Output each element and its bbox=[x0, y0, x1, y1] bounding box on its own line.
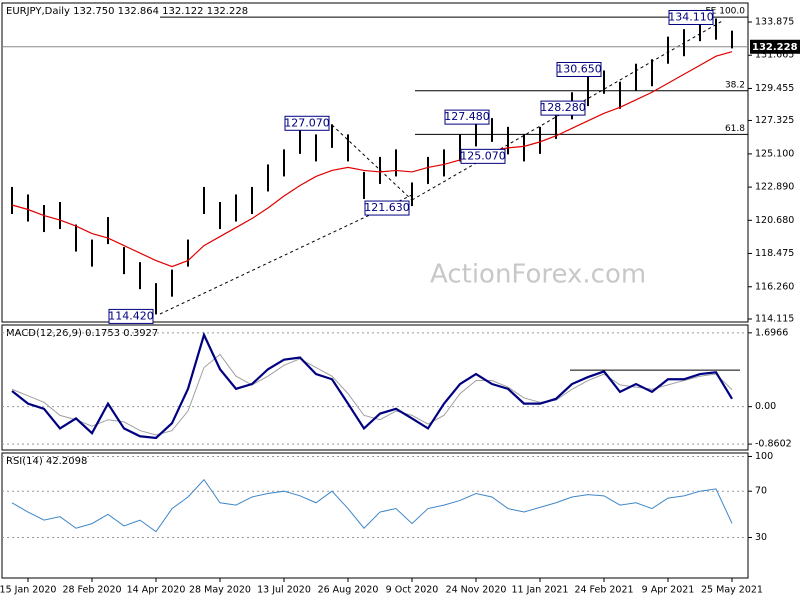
moving-average bbox=[11, 51, 733, 268]
y-tick-label: 1.6966 bbox=[755, 327, 788, 338]
annotation: 127.070 bbox=[284, 116, 330, 129]
annotation: 127.480 bbox=[444, 110, 490, 123]
y-tick-label: 125.100 bbox=[755, 148, 794, 159]
annotation: 134.110 bbox=[668, 10, 714, 23]
annotation: 128.280 bbox=[540, 101, 586, 114]
y-tick-label: 114.115 bbox=[755, 313, 794, 324]
y-tick-label: 129.455 bbox=[755, 83, 794, 94]
annotation: 121.630 bbox=[364, 201, 410, 214]
level-label: 38.2 bbox=[725, 80, 745, 90]
level-label: 61.8 bbox=[725, 124, 745, 134]
x-tick-label: 24 Nov 2020 bbox=[446, 585, 507, 596]
y-tick-label: 0.00 bbox=[755, 401, 776, 412]
x-tick-label: 24 Feb 2021 bbox=[574, 585, 633, 596]
macd-panel bbox=[1, 324, 749, 451]
x-tick-label: 28 May 2020 bbox=[189, 585, 251, 596]
x-tick-label: 15 Jan 2020 bbox=[0, 585, 56, 596]
y-tick-label: 30 bbox=[755, 532, 767, 543]
rsi-panel bbox=[1, 452, 749, 579]
last-price-label: 132.228 bbox=[752, 42, 798, 53]
signal-line bbox=[11, 353, 733, 436]
annotation: 125.070 bbox=[460, 149, 506, 162]
annotation-box bbox=[444, 109, 490, 125]
x-tick-label: 26 Aug 2020 bbox=[318, 585, 379, 596]
annotation-box bbox=[284, 115, 330, 131]
y-tick-label: -0.8602 bbox=[755, 439, 792, 450]
x-tick-label: 14 Apr 2020 bbox=[127, 585, 186, 596]
annotation: 130.650 bbox=[556, 62, 602, 75]
rsi-title: RSI(14) 42.2098 bbox=[6, 456, 87, 467]
macd-line bbox=[11, 331, 733, 440]
annotation-box bbox=[556, 61, 602, 77]
x-tick-label: 28 Feb 2020 bbox=[62, 585, 121, 596]
annotation-box bbox=[364, 200, 410, 216]
rsi-line bbox=[11, 478, 733, 533]
x-tick-label: 25 May 2021 bbox=[701, 585, 763, 596]
annotation: 114.420 bbox=[108, 309, 154, 322]
last-price-box bbox=[750, 39, 800, 54]
chart-title: EURJPY,Daily 132.750 132.864 132.122 132… bbox=[6, 6, 248, 17]
y-tick-label: 116.260 bbox=[755, 281, 794, 292]
annotation-box bbox=[668, 9, 714, 25]
annotation-box bbox=[108, 308, 154, 324]
y-tick-label: 118.475 bbox=[755, 248, 794, 259]
y-tick-label: 100 bbox=[755, 451, 773, 462]
watermark: ActionForex.com bbox=[430, 260, 646, 290]
level-label: FE 100.0 bbox=[706, 7, 746, 17]
x-tick-label: 13 Jul 2020 bbox=[257, 585, 311, 596]
x-tick-label: 9 Apr 2021 bbox=[642, 585, 695, 596]
y-tick-label: 122.890 bbox=[755, 182, 794, 193]
y-tick-label: 131.665 bbox=[755, 50, 794, 61]
annotation-box bbox=[540, 100, 586, 116]
x-tick-label: 9 Oct 2020 bbox=[386, 585, 439, 596]
y-tick-label: 127.325 bbox=[755, 115, 794, 126]
y-tick-label: 133.875 bbox=[755, 17, 794, 28]
x-tick-label: 11 Jan 2021 bbox=[512, 585, 569, 596]
annotation-box bbox=[460, 148, 506, 164]
y-tick-label: 70 bbox=[755, 486, 767, 497]
macd-title: MACD(12,26,9) 0.1753 0.3927 bbox=[6, 328, 158, 339]
y-tick-label: 120.680 bbox=[755, 215, 794, 226]
price-panel bbox=[1, 2, 749, 323]
